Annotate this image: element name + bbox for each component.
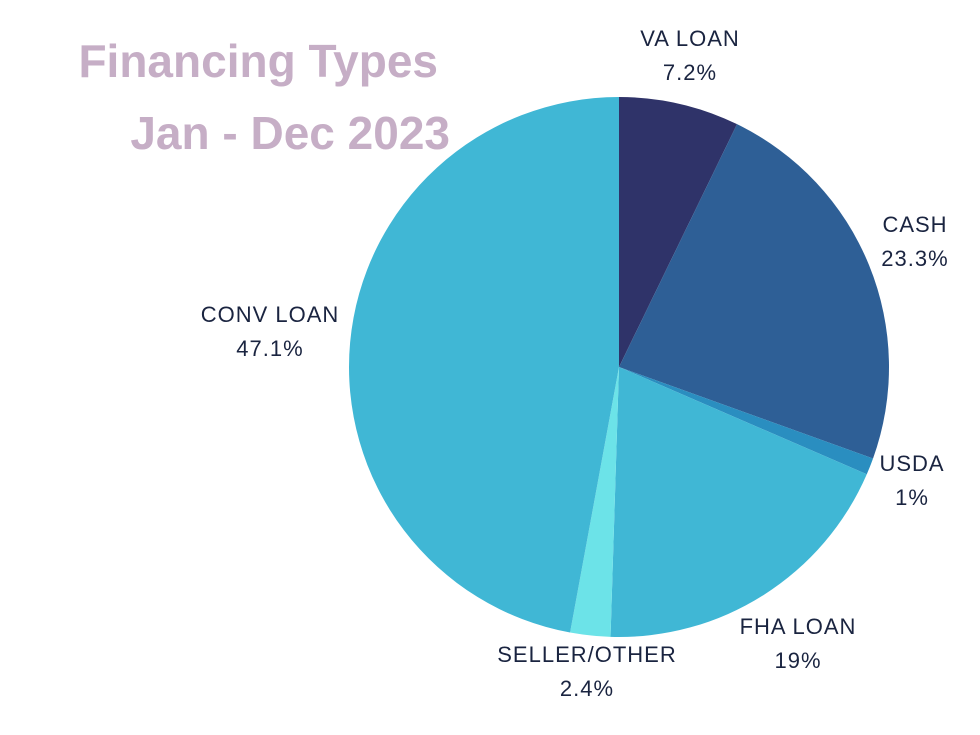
pie-slice bbox=[619, 97, 738, 367]
slice-value-label: 1% bbox=[895, 485, 929, 510]
chart-title: Financing Types bbox=[78, 35, 438, 87]
slice-value-label: 7.2% bbox=[663, 60, 717, 85]
chart-subtitle: Jan - Dec 2023 bbox=[130, 107, 450, 159]
slice-value-label: 19% bbox=[774, 648, 821, 673]
slice-value-label: 23.3% bbox=[881, 246, 948, 271]
slice-label: SELLER/OTHER bbox=[497, 642, 677, 667]
slice-label: CONV LOAN bbox=[201, 302, 340, 327]
slice-label: VA LOAN bbox=[640, 26, 740, 51]
slice-value-label: 2.4% bbox=[560, 676, 614, 701]
slice-value-label: 47.1% bbox=[236, 336, 303, 361]
pie-slice bbox=[348, 97, 619, 633]
slice-label: FHA LOAN bbox=[740, 614, 857, 639]
pie-slice bbox=[619, 124, 889, 459]
pie-slice bbox=[570, 367, 619, 637]
slice-label: USDA bbox=[879, 451, 944, 476]
pie-slice bbox=[619, 367, 874, 475]
pie-slice bbox=[610, 367, 867, 637]
slice-label: CASH bbox=[882, 212, 947, 237]
